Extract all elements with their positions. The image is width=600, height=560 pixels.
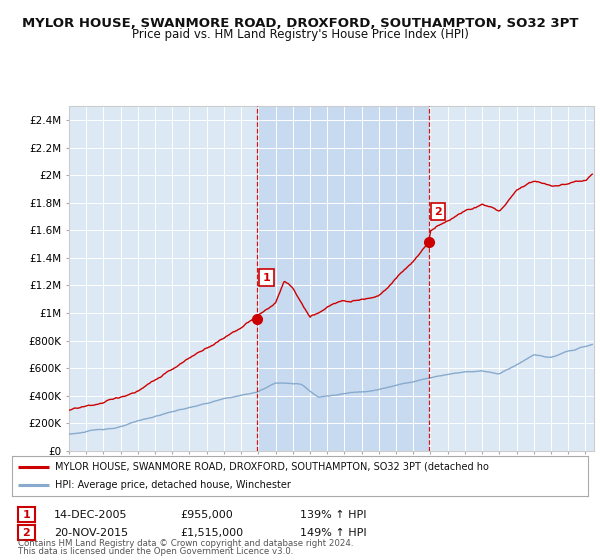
Bar xyxy=(257,106,429,451)
Text: 1: 1 xyxy=(263,273,271,283)
Text: Price paid vs. HM Land Registry's House Price Index (HPI): Price paid vs. HM Land Registry's House … xyxy=(131,28,469,41)
Text: 139% ↑ HPI: 139% ↑ HPI xyxy=(300,510,367,520)
Text: £955,000: £955,000 xyxy=(180,510,233,520)
Text: 2: 2 xyxy=(434,207,442,217)
Text: 14-DEC-2005: 14-DEC-2005 xyxy=(54,510,128,520)
Text: HPI: Average price, detached house, Winchester: HPI: Average price, detached house, Winc… xyxy=(55,480,291,490)
Text: This data is licensed under the Open Government Licence v3.0.: This data is licensed under the Open Gov… xyxy=(18,547,293,556)
Text: MYLOR HOUSE, SWANMORE ROAD, DROXFORD, SOUTHAMPTON, SO32 3PT (detached ho: MYLOR HOUSE, SWANMORE ROAD, DROXFORD, SO… xyxy=(55,462,489,472)
Text: £1,515,000: £1,515,000 xyxy=(180,528,243,538)
Text: 1: 1 xyxy=(23,510,30,520)
Text: 149% ↑ HPI: 149% ↑ HPI xyxy=(300,528,367,538)
Text: 20-NOV-2015: 20-NOV-2015 xyxy=(54,528,128,538)
Text: Contains HM Land Registry data © Crown copyright and database right 2024.: Contains HM Land Registry data © Crown c… xyxy=(18,539,353,548)
Text: 2: 2 xyxy=(23,528,30,538)
Text: MYLOR HOUSE, SWANMORE ROAD, DROXFORD, SOUTHAMPTON, SO32 3PT: MYLOR HOUSE, SWANMORE ROAD, DROXFORD, SO… xyxy=(22,17,578,30)
